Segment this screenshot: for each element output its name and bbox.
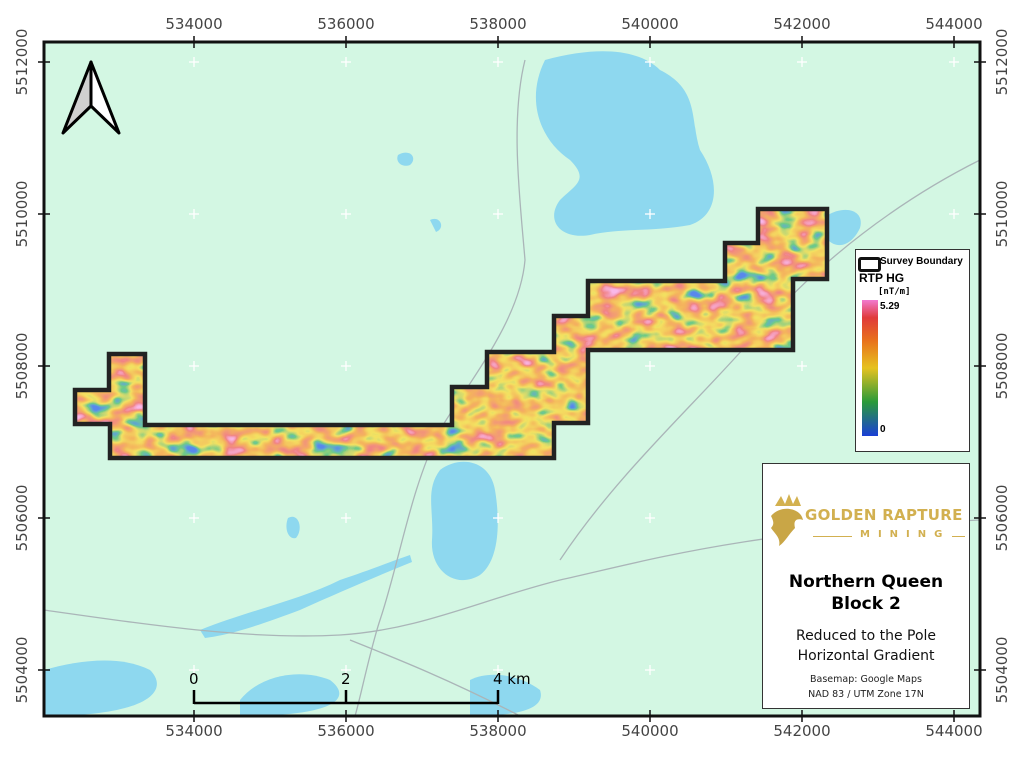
map-title-line2: Block 2 [831, 594, 901, 614]
survey-boundary-swatch [858, 257, 881, 272]
survey-boundary-outline [72, 206, 830, 461]
legend-unit: [nT/m] [878, 287, 911, 297]
x-axis-label-bottom: 534000 [165, 722, 223, 740]
x-axis-label-top: 538000 [469, 15, 527, 33]
y-axis-label-left: 5506000 [13, 484, 31, 552]
legend: Survey Boundary RTP HG [nT/m] 5.29 0 [855, 249, 970, 452]
scale-label-4km: 4 km [493, 670, 531, 688]
x-axis-label-top: 534000 [165, 15, 223, 33]
survey-boundary-rtp-hg[interactable] [75, 209, 827, 458]
x-axis-label-bottom: 540000 [621, 722, 679, 740]
lake-east [828, 209, 861, 246]
y-axis-label-right: 5508000 [993, 332, 1011, 400]
x-axis-label-bottom: 538000 [469, 722, 527, 740]
scale-label-0: 0 [189, 670, 199, 688]
x-axis-label-top: 540000 [621, 15, 679, 33]
legend-boundary-label: Survey Boundary [880, 256, 963, 267]
y-axis-label-left: 5512000 [13, 28, 31, 96]
scale-label-2: 2 [341, 670, 351, 688]
legend-min: 0 [880, 424, 886, 435]
x-axis-label-top: 536000 [317, 15, 375, 33]
x-axis-label-bottom: 536000 [317, 722, 375, 740]
lake-south [240, 674, 340, 716]
y-axis-label-right: 5512000 [993, 28, 1011, 96]
lake-southeast [470, 674, 541, 716]
coordinate-system: NAD 83 / UTM Zone 17N [808, 689, 924, 700]
x-axis-label-top: 544000 [925, 15, 983, 33]
y-axis-label-right: 5510000 [993, 180, 1011, 248]
map-subtitle-line1: Reduced to the Pole [795, 628, 937, 644]
legend-layer-title: RTP HG [859, 271, 905, 285]
logo-text-line2: MINING [852, 529, 953, 540]
color-ramp [862, 300, 878, 436]
map-subtitle-line2: Horizontal Gradient [797, 648, 935, 664]
logo-text-line1: GOLDEN RAPTURE [805, 506, 963, 524]
x-axis-label-top: 542000 [773, 15, 831, 33]
basemap-credit: Basemap: Google Maps [810, 674, 922, 685]
lake-small [286, 516, 300, 539]
lake-small [397, 152, 414, 166]
eagle-logo-icon [771, 494, 803, 546]
y-axis-label-left: 5504000 [13, 636, 31, 704]
lake-north [535, 51, 714, 236]
axis-ticks [38, 36, 986, 722]
scale-bar [192, 690, 500, 705]
y-axis-label-right: 5504000 [993, 636, 1011, 704]
road [354, 59, 526, 716]
company-logo: GOLDEN RAPTURE MINING [767, 494, 965, 549]
lake-southwest [44, 660, 157, 716]
map-frame [42, 40, 982, 718]
river [200, 555, 412, 638]
lake-small [430, 218, 442, 232]
x-axis-label-bottom: 544000 [925, 722, 983, 740]
title-box: GOLDEN RAPTURE MINING Northern Queen Blo… [762, 463, 970, 709]
y-axis-label-right: 5506000 [993, 484, 1011, 552]
y-axis-label-left: 5508000 [13, 332, 31, 400]
north-arrow-icon [61, 60, 121, 135]
water-bodies [44, 51, 861, 716]
legend-max: 5.29 [880, 301, 900, 312]
y-axis-label-left: 5510000 [13, 180, 31, 248]
map-title-line1: Northern Queen [788, 572, 944, 592]
x-axis-label-bottom: 542000 [773, 722, 831, 740]
road [44, 519, 980, 637]
lake-central [431, 461, 498, 581]
